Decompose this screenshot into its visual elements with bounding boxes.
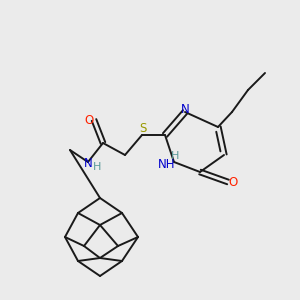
Text: N: N: [181, 103, 189, 116]
Text: N: N: [84, 157, 93, 170]
Text: O: O: [228, 176, 237, 188]
Text: H: H: [171, 151, 180, 161]
Text: S: S: [139, 122, 146, 136]
Text: NH: NH: [158, 158, 175, 171]
Text: H: H: [93, 162, 101, 172]
Text: O: O: [84, 113, 93, 127]
